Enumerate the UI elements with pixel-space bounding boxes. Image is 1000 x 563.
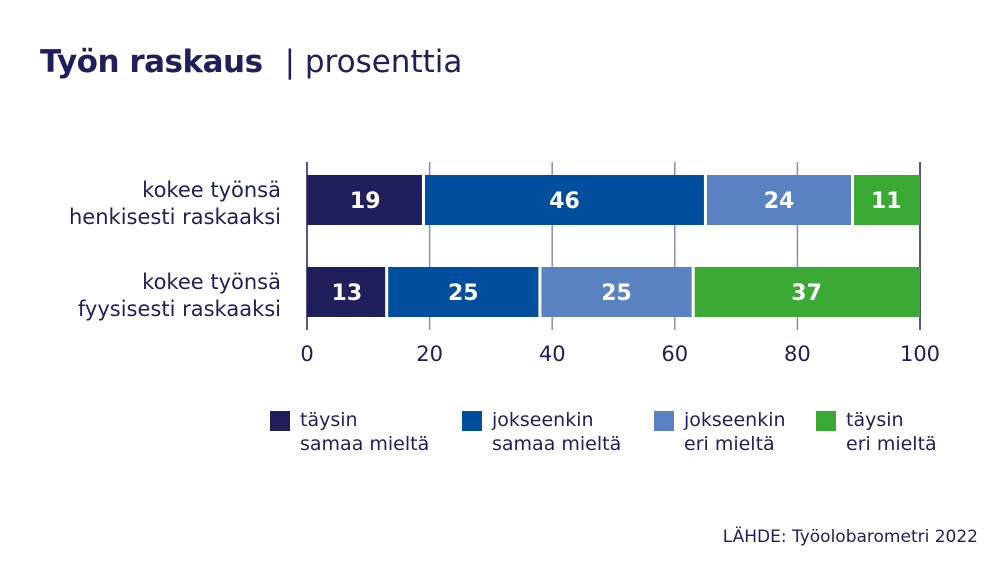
legend-label: täysin eri mieltä: [846, 409, 937, 455]
title-main: Työn raskaus: [40, 44, 263, 80]
category-label: kokee työnsä: [142, 270, 281, 294]
legend-label: jokseenkin samaa mieltä: [492, 409, 622, 455]
data-label: 24: [764, 189, 795, 214]
bar-segment: [541, 267, 692, 317]
legend-swatch: [816, 411, 836, 431]
x-tick-label: 20: [416, 342, 443, 366]
legend-swatch: [654, 411, 674, 431]
legend-item: täysin eri mieltä: [816, 408, 937, 456]
legend-item: jokseenkin eri mieltä: [654, 408, 786, 456]
bar-segment: [706, 175, 852, 225]
data-label: 25: [601, 281, 632, 306]
bar-segment: [694, 267, 920, 317]
data-label: 13: [332, 281, 363, 306]
legend-swatch: [462, 411, 482, 431]
x-tick-label: 40: [539, 342, 566, 366]
category-label: kokee työnsä: [142, 178, 281, 202]
category-label: henkisesti raskaaksi: [69, 205, 281, 229]
legend-item: täysin samaa mieltä: [270, 408, 429, 456]
bar-segment: [307, 267, 386, 317]
data-label: 25: [448, 281, 479, 306]
x-tick-label: 60: [661, 342, 688, 366]
bar-segment: [424, 175, 704, 225]
title-unit: prosenttia: [304, 44, 463, 80]
data-label: 46: [549, 189, 580, 214]
data-label: 11: [871, 189, 902, 214]
x-tick-label: 80: [784, 342, 811, 366]
bar-segment: [307, 175, 422, 225]
legend-swatch: [270, 411, 290, 431]
category-label: fyysisesti raskaaksi: [78, 297, 281, 321]
legend-item: jokseenkin samaa mieltä: [462, 408, 621, 456]
legend-label: jokseenkin eri mieltä: [684, 409, 786, 455]
bar-segment: [854, 175, 920, 225]
chart-title: Työn raskaus | prosenttia: [40, 44, 462, 80]
legend-label: täysin samaa mieltä: [300, 409, 430, 455]
title-separator: |: [284, 44, 296, 80]
x-tick-label: 100: [900, 342, 940, 366]
data-label: 37: [791, 281, 822, 306]
bar-segment: [388, 267, 539, 317]
data-label: 19: [350, 189, 381, 214]
source-note: LÄHDE: Työolobarometri 2022: [722, 527, 978, 547]
x-tick-label: 0: [300, 342, 313, 366]
